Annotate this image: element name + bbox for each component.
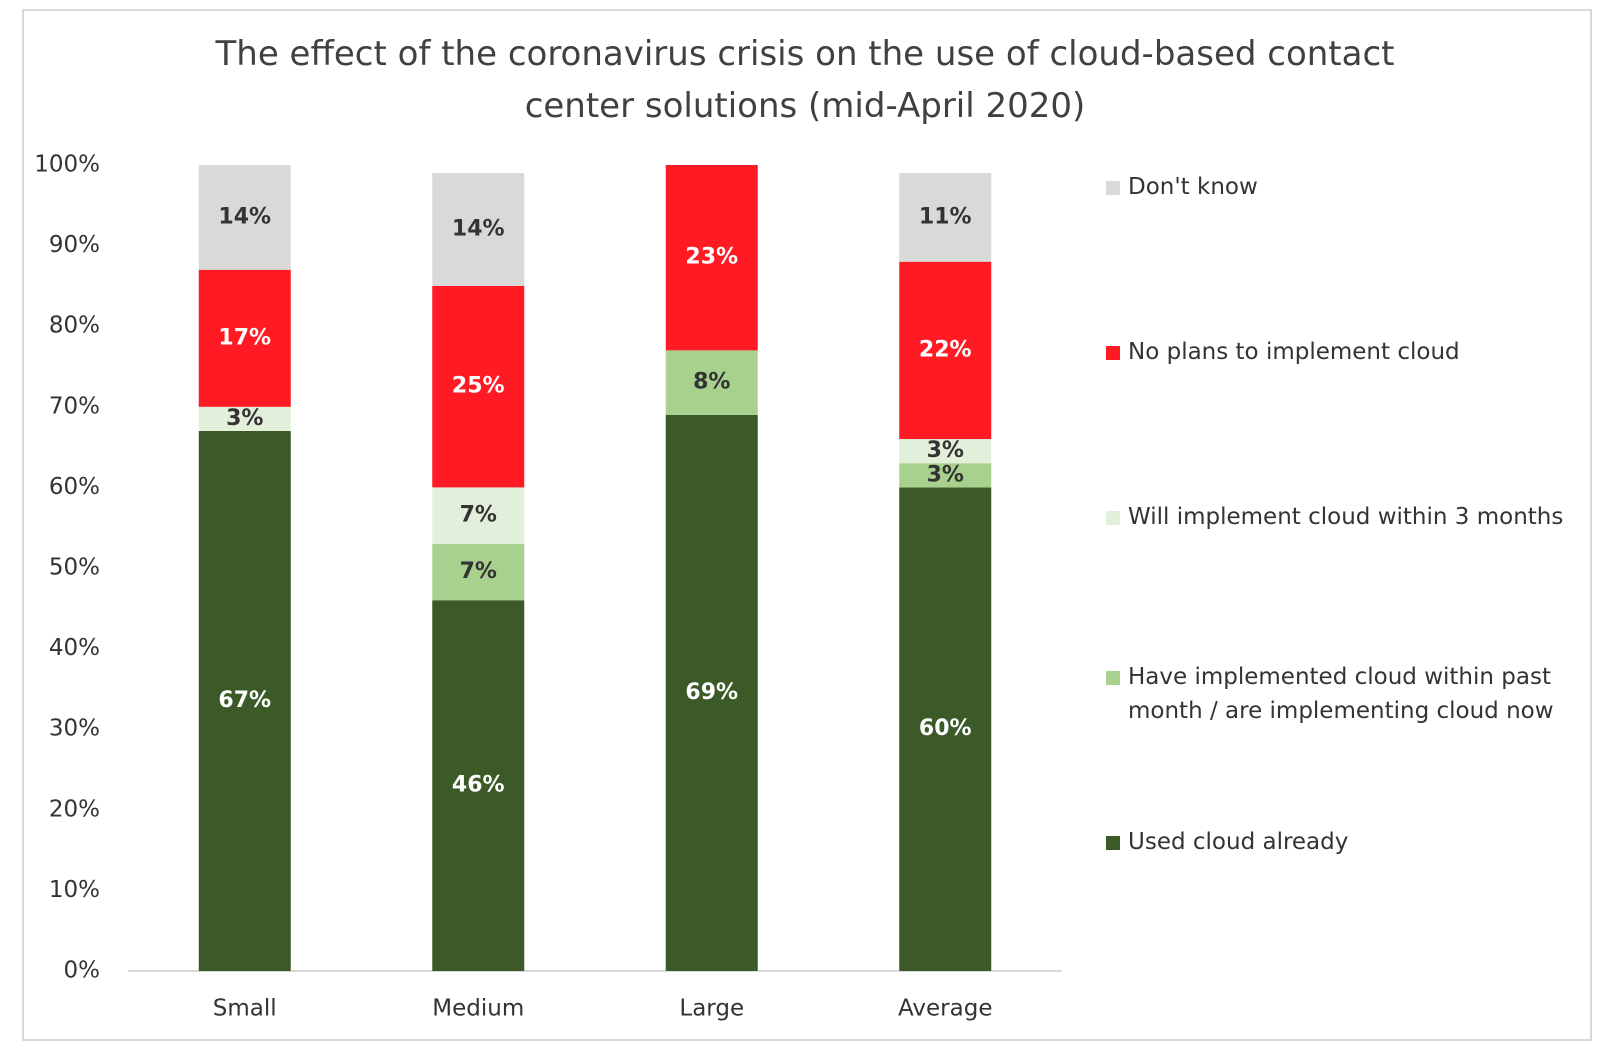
bar-segment [665, 165, 758, 351]
y-tick-label: 30% [49, 716, 100, 742]
data-label: 14% [452, 216, 505, 241]
data-label: 69% [685, 680, 738, 705]
chart-border [22, 9, 1592, 1041]
legend-swatch [1106, 181, 1120, 195]
data-label: 14% [218, 204, 271, 229]
bar-segment [432, 285, 525, 488]
x-tick-label: Large [679, 996, 744, 1022]
legend-item: Will implement cloud within 3 months [1106, 500, 1576, 534]
y-tick-label: 10% [49, 877, 100, 903]
data-label: 67% [218, 688, 271, 713]
legend-item: No plans to implement cloud [1106, 335, 1576, 369]
y-tick-label: 0% [64, 958, 101, 984]
bar-segment [432, 543, 525, 601]
y-tick-label: 40% [49, 635, 100, 661]
x-tick-label: Small [213, 996, 277, 1022]
y-tick-label: 50% [49, 555, 100, 581]
legend-item: Have implemented cloud within past month… [1106, 660, 1576, 728]
y-tick-label: 90% [49, 232, 100, 258]
data-label: 22% [919, 337, 972, 362]
legend-swatch [1106, 671, 1120, 685]
bar-segment [899, 463, 992, 488]
data-label: 3% [927, 462, 964, 487]
data-label: 46% [452, 773, 505, 798]
data-label: 25% [452, 374, 505, 399]
data-label: 60% [919, 716, 972, 741]
data-label: 7% [460, 503, 497, 528]
y-tick-label: 70% [49, 393, 100, 419]
bar-segment [198, 269, 291, 407]
bar-segment [899, 261, 992, 440]
data-label: 8% [693, 370, 730, 395]
legend-item: Don't know [1106, 170, 1576, 204]
bar-segment [665, 350, 758, 415]
bar-segment [665, 414, 758, 971]
bar-segment [198, 430, 291, 972]
x-tick-label: Average [898, 996, 992, 1022]
data-label: 3% [226, 406, 263, 431]
legend-label: Have implemented cloud within past month… [1128, 664, 1554, 724]
legend-swatch [1106, 511, 1120, 525]
bar-segment [432, 600, 525, 971]
y-tick-label: 80% [49, 313, 100, 339]
data-label: 11% [919, 204, 972, 229]
data-label: 23% [685, 245, 738, 270]
y-tick-label: 20% [49, 796, 100, 822]
data-label: 7% [460, 559, 497, 584]
data-label: 3% [927, 438, 964, 463]
legend-swatch [1106, 836, 1120, 850]
legend-item: Used cloud already [1106, 825, 1576, 859]
bar-segment [198, 165, 291, 270]
legend-label: Will implement cloud within 3 months [1128, 504, 1564, 530]
legend-label: Used cloud already [1128, 829, 1349, 855]
x-tick-label: Medium [432, 996, 524, 1022]
chart-title: The effect of the coronavirus crisis on … [215, 34, 1395, 126]
y-tick-label: 60% [49, 474, 100, 500]
data-label: 17% [218, 325, 271, 350]
bar-segment [432, 173, 525, 286]
bar-segment [198, 406, 291, 431]
legend-label: No plans to implement cloud [1128, 339, 1460, 365]
bar-segment [899, 487, 992, 971]
bar-segment [899, 173, 992, 262]
bar-segment [432, 487, 525, 544]
legend-swatch [1106, 346, 1120, 360]
bar-segment [899, 439, 992, 464]
legend-label: Don't know [1128, 174, 1258, 200]
y-tick-label: 100% [34, 152, 100, 178]
